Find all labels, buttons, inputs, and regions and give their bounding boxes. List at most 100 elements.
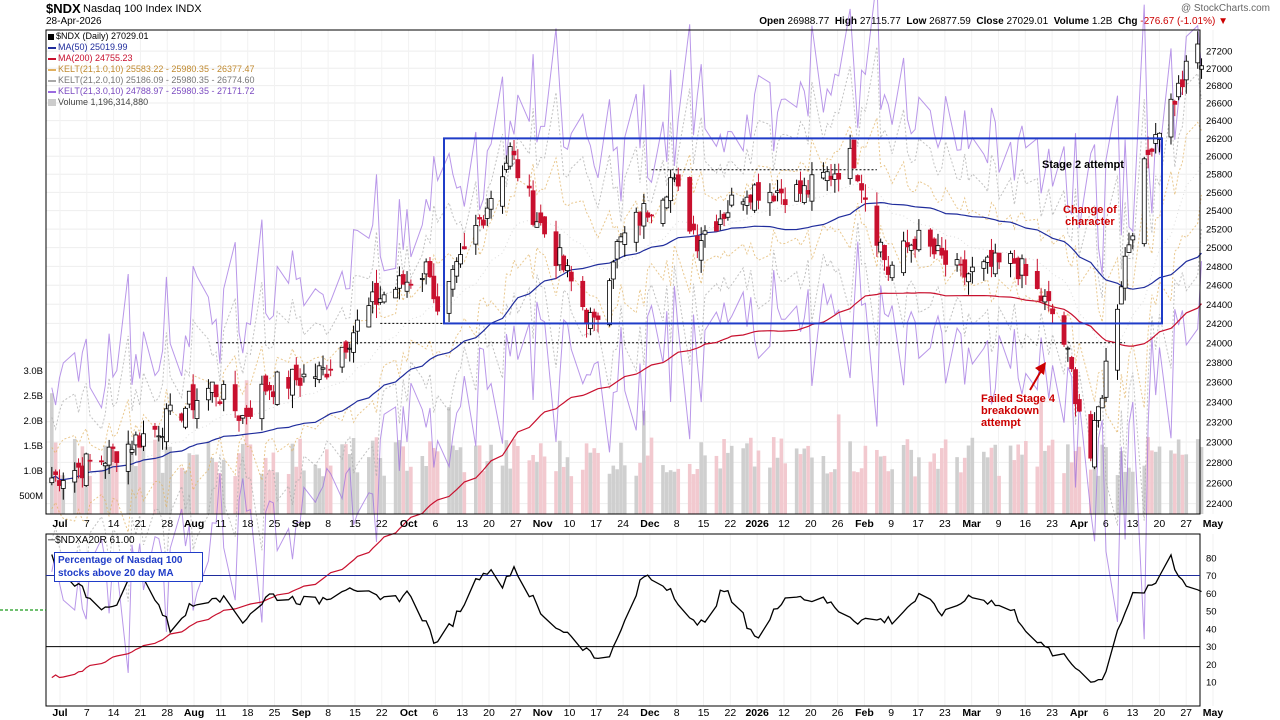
x-tick-label: 27	[510, 518, 522, 530]
candle-body	[274, 371, 280, 405]
volume-bar	[451, 445, 455, 514]
candle-body	[805, 190, 811, 195]
volume-bar	[420, 456, 425, 514]
volume-bar	[290, 443, 295, 514]
volume-bar	[752, 466, 757, 514]
x-tick-label: 24	[617, 518, 629, 530]
candle-body	[847, 147, 853, 180]
candle-body	[1046, 291, 1052, 302]
candle-body	[343, 341, 349, 353]
candle-body	[622, 232, 628, 245]
candle-body	[293, 364, 299, 381]
candle-body	[1103, 360, 1109, 398]
annotation-stage2: Stage 2 attempt	[1042, 159, 1124, 171]
volume-bar	[959, 472, 963, 514]
candle-body	[164, 408, 169, 443]
candle-body	[717, 218, 723, 225]
candle-body	[351, 332, 356, 353]
volume-bar	[351, 438, 356, 514]
volume-bar	[886, 471, 891, 514]
lower-x-tick-label: Feb	[855, 707, 874, 719]
volume-bar	[260, 473, 264, 514]
volume-bar	[1169, 450, 1173, 514]
candle-body	[782, 199, 788, 206]
volume-bar	[962, 457, 967, 514]
x-tick-label: 13	[1127, 518, 1139, 530]
volume-bar	[783, 463, 787, 514]
candle-body	[778, 188, 784, 194]
volume-bar	[317, 468, 321, 514]
candle-body	[801, 185, 807, 203]
lower-x-tick-label: 22	[725, 707, 737, 719]
volume-bar	[985, 457, 990, 514]
volume-bar	[271, 452, 276, 514]
price-tick-label: 25800	[1206, 170, 1232, 181]
volume-bar	[409, 466, 413, 514]
volume-tick-label: 1.5B	[23, 441, 43, 452]
volume-bar	[1184, 454, 1189, 514]
volume-bar	[592, 448, 597, 514]
volume-bar	[111, 448, 115, 514]
candle-body	[565, 265, 570, 272]
volume-bar	[1043, 450, 1047, 514]
volume-bar	[1062, 473, 1066, 514]
x-tick-label: 20	[483, 518, 495, 530]
candle-body	[538, 212, 544, 224]
candle-body	[580, 280, 586, 308]
volume-bar	[855, 472, 860, 514]
volume-bar	[344, 444, 348, 514]
candle-body	[832, 173, 838, 180]
volume-bar	[699, 442, 703, 514]
candle-body	[1011, 258, 1017, 264]
candle-body	[954, 259, 960, 266]
volume-bar	[729, 445, 734, 514]
price-tick-label: 22800	[1206, 458, 1232, 469]
volume-bar	[1195, 439, 1200, 514]
lower-x-tick-label: 20	[483, 707, 495, 719]
x-tick-label: Apr	[1070, 518, 1088, 530]
volume-bar	[561, 466, 566, 514]
volume-bar	[745, 443, 749, 514]
lower-x-tick-label: 25	[269, 707, 281, 719]
candle-body	[591, 311, 597, 318]
volume-bar	[672, 471, 677, 514]
volume-bar	[328, 465, 333, 514]
volume-bar	[103, 445, 108, 514]
volume-bar	[424, 465, 428, 514]
volume-bar	[890, 469, 894, 514]
x-tick-label: Aug	[184, 518, 204, 530]
volume-bar	[703, 455, 707, 514]
x-tick-label: 14	[108, 518, 120, 530]
price-tick-label: 22400	[1206, 499, 1232, 510]
consolidation-box	[443, 137, 1163, 325]
volume-bar	[802, 448, 807, 514]
candle-body	[981, 261, 987, 269]
lower-x-tick-label: 13	[456, 707, 468, 719]
candle-body	[1157, 132, 1162, 140]
candle-body	[595, 315, 601, 320]
x-tick-label: 20	[805, 518, 817, 530]
volume-bar	[187, 453, 192, 514]
candle-body	[244, 407, 250, 417]
volume-bar	[168, 446, 173, 514]
candle-body	[1180, 79, 1185, 88]
volume-bar	[1050, 439, 1055, 514]
volume-bar	[1096, 475, 1101, 514]
volume-bar	[943, 439, 948, 514]
lower-x-tick-label: 22	[376, 707, 388, 719]
x-tick-label: 11	[215, 518, 226, 530]
x-tick-label: 25	[269, 518, 281, 530]
candle-body	[584, 309, 589, 325]
legend-ma50: MA(50) 25019.99	[48, 42, 254, 53]
lower-x-tick-label: Aug	[184, 707, 204, 719]
price-tick-label: 23400	[1206, 397, 1232, 408]
volume-bar	[1173, 453, 1177, 514]
lower-x-tick-label: 28	[161, 707, 173, 719]
ma50-line	[51, 201, 1202, 481]
candle-body	[660, 199, 666, 224]
lower-x-tick-label: 6	[432, 707, 438, 719]
volume-bar	[458, 447, 463, 514]
candle-body	[221, 384, 227, 400]
candle-body	[985, 256, 991, 263]
candle-body	[885, 266, 891, 275]
